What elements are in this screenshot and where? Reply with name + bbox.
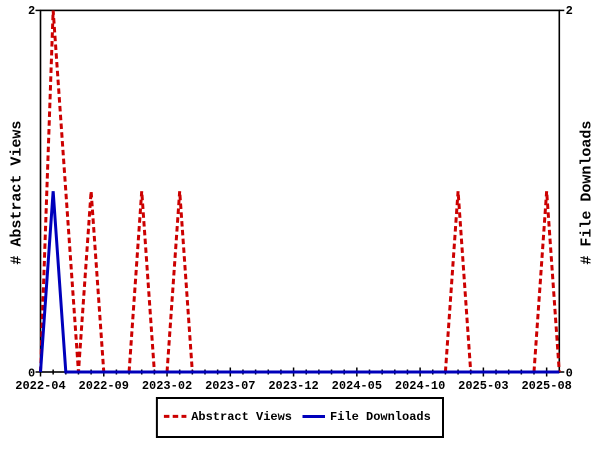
- svg-text:0: 0: [566, 366, 573, 380]
- svg-text:2025-08: 2025-08: [521, 379, 571, 393]
- svg-text:2024-10: 2024-10: [395, 379, 445, 393]
- svg-text:# File Downloads: # File Downloads: [579, 121, 596, 265]
- svg-text:2: 2: [28, 4, 35, 18]
- svg-text:0: 0: [28, 366, 35, 380]
- svg-text:2024-05: 2024-05: [332, 379, 382, 393]
- svg-text:2023-07: 2023-07: [205, 379, 255, 393]
- svg-text:2: 2: [566, 4, 573, 18]
- svg-text:File Downloads: File Downloads: [330, 410, 431, 424]
- svg-text:# Abstract Views: # Abstract Views: [8, 121, 25, 265]
- svg-text:2023-02: 2023-02: [142, 379, 192, 393]
- svg-text:Abstract Views: Abstract Views: [191, 410, 292, 424]
- svg-text:2023-12: 2023-12: [268, 379, 318, 393]
- svg-text:2022-09: 2022-09: [79, 379, 129, 393]
- svg-text:2025-03: 2025-03: [458, 379, 508, 393]
- svg-text:2022-04: 2022-04: [15, 379, 65, 393]
